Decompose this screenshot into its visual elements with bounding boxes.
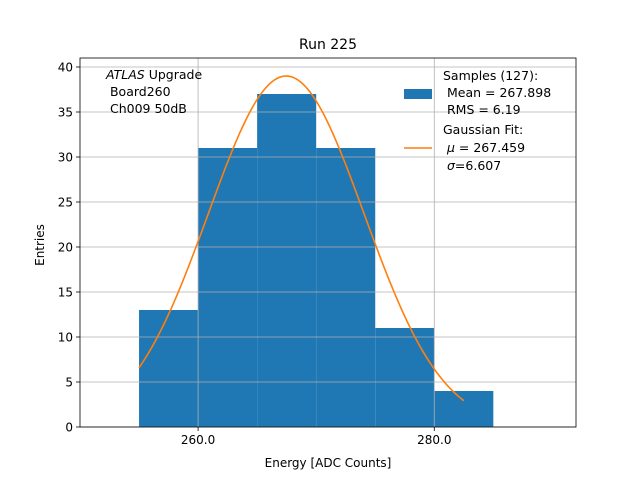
axes-frame xyxy=(79,57,577,428)
y-tick-label: 40 xyxy=(58,61,73,75)
legend-samples-swatch xyxy=(404,89,432,99)
legend-fit-title: Gaussian Fit: xyxy=(443,122,523,137)
x-axis-ticks: 260.0 280.0 xyxy=(181,427,451,447)
legend-fit-sigma: σ=6.607 xyxy=(443,158,501,173)
y-axis-ticks: 0 5 10 15 20 25 30 35 40 xyxy=(58,61,80,435)
svg-text:ATLAS Upgrade: ATLAS Upgrade xyxy=(105,67,202,82)
x-tick-label: 260.0 xyxy=(181,433,215,447)
y-tick-label: 10 xyxy=(58,331,73,345)
y-tick-label: 30 xyxy=(58,151,73,165)
channel-label: Ch009 50dB xyxy=(106,101,187,116)
legend: Samples (127): Mean = 267.898 RMS = 6.19… xyxy=(404,68,551,173)
legend-samples-title: Samples (127): xyxy=(443,68,538,83)
histogram-bar xyxy=(316,148,376,427)
gaussian-fit xyxy=(138,75,465,402)
atlas-label: ATLAS xyxy=(105,67,145,82)
histogram-bar xyxy=(198,148,258,427)
y-tick-label: 0 xyxy=(65,421,73,435)
y-axis-label: Entries xyxy=(33,224,47,266)
histogram-bar xyxy=(434,391,494,427)
gaussian-fit-curve xyxy=(138,75,465,402)
y-tick-label: 20 xyxy=(58,241,73,255)
legend-samples-mean: Mean = 267.898 xyxy=(443,85,551,100)
chart-title: Run 225 xyxy=(299,37,357,53)
legend-fit-mu: μ = 267.459 xyxy=(443,140,525,155)
x-axis-label: Energy [ADC Counts] xyxy=(265,456,392,470)
y-tick-label: 35 xyxy=(58,106,73,120)
histogram-bar xyxy=(139,310,199,427)
board-label: Board260 xyxy=(106,84,171,99)
y-tick-label: 5 xyxy=(65,376,73,390)
x-tick-label: 280.0 xyxy=(417,433,451,447)
histogram-bars xyxy=(139,94,494,427)
y-tick-label: 15 xyxy=(58,286,73,300)
legend-samples-rms: RMS = 6.19 xyxy=(443,102,521,117)
axes xyxy=(79,57,577,428)
y-tick-label: 25 xyxy=(58,196,73,210)
atlas-annotation: ATLAS Upgrade Board260 Ch009 50dB xyxy=(105,67,202,116)
atlas-upgrade-label: Upgrade xyxy=(145,67,203,82)
histogram-bar xyxy=(257,94,317,427)
histogram-bar xyxy=(375,328,435,427)
